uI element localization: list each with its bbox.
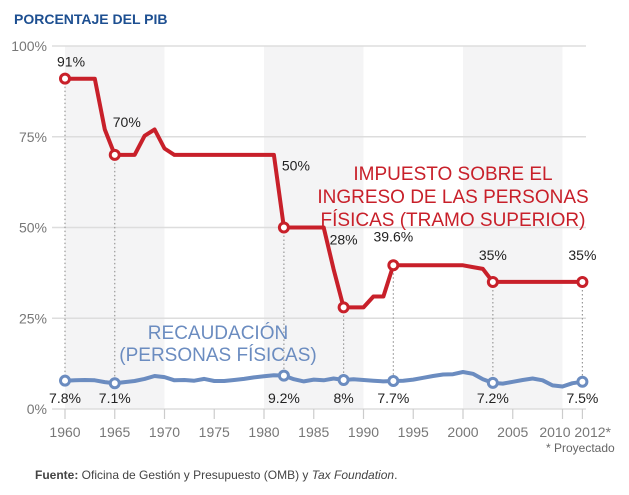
x-tick-label: 1980	[248, 424, 279, 440]
tax-rate-marker	[277, 221, 290, 234]
revenue-series-title: RECAUDACIÓN	[148, 322, 288, 344]
gridlines	[52, 45, 586, 410]
tax-rate-series-title: IMPUESTO SOBRE EL	[353, 164, 552, 185]
tax-rate-label: 70%	[113, 114, 141, 130]
y-axis-title: PORCENTAJE DEL PIB	[14, 11, 168, 27]
tax-rate-label: 28%	[330, 231, 358, 247]
y-axis: 0% 25% 50% 75% 100%	[11, 38, 47, 417]
tax-rate-marker	[108, 148, 121, 161]
revenue-marker	[337, 373, 350, 386]
tax-rate-label: 39.6%	[373, 228, 413, 244]
y-tick-label: 0%	[27, 401, 47, 417]
x-tick-label: 2010	[539, 424, 570, 440]
revenue-label: 7.7%	[377, 390, 409, 406]
revenue-marker	[387, 375, 400, 388]
tax-rate-label: 50%	[282, 158, 310, 174]
tax-rate-marker	[337, 301, 350, 314]
x-tick-label: 2000	[447, 424, 478, 440]
x-tick-label: 2005	[497, 424, 528, 440]
x-tick-label: 1985	[298, 424, 329, 440]
x-tick-label: 1995	[398, 424, 429, 440]
y-tick-label: 50%	[19, 220, 47, 236]
revenue-label: 7.2%	[477, 390, 509, 406]
revenue-label: 8%	[333, 390, 353, 406]
tax-rate-label: 35%	[479, 247, 507, 263]
x-tick-label: 1990	[348, 424, 379, 440]
revenue-series-title: (PERSONAS FÍSICAS)	[119, 345, 316, 366]
revenue-label: 7.5%	[566, 390, 598, 406]
tax-rate-marker	[387, 259, 400, 272]
x-tick-label: 2012*	[574, 424, 611, 440]
source-end: .	[394, 468, 398, 482]
tax-rate-series-title: FÍSICAS (TRAMO SUPERIOR)	[321, 210, 586, 231]
source-italic: Tax Foundation	[311, 468, 395, 482]
source-note: Fuente: Oficina de Gestión y Presupuesto…	[35, 468, 397, 482]
x-tick-label: 1960	[49, 424, 80, 440]
y-tick-label: 75%	[19, 129, 47, 145]
source-label: Fuente:	[35, 468, 79, 482]
revenue-label: 7.8%	[49, 390, 81, 406]
revenue-marker	[59, 374, 71, 387]
revenue-marker	[486, 376, 499, 389]
tax-rate-label: 91%	[57, 54, 85, 70]
revenue-marker	[576, 375, 589, 388]
series-markers	[59, 72, 589, 390]
revenue-marker	[108, 377, 121, 390]
footnote: * Proyectado	[546, 441, 615, 455]
x-axis: 1960 1965 1970 1975 1980 1985 1990 1995 2000 2005…	[49, 409, 612, 440]
x-tick-label: 1970	[149, 424, 180, 440]
revenue-marker	[277, 369, 290, 382]
y-tick-label: 100%	[11, 38, 47, 54]
x-tick-label: 1965	[99, 424, 130, 440]
tax-rate-label: 35%	[568, 247, 596, 263]
revenue-label: 7.1%	[99, 390, 131, 406]
x-tick-label: 1975	[199, 424, 230, 440]
drop-lines	[64, 78, 584, 384]
tax-rate-marker	[576, 275, 589, 288]
tax-rate-marker	[59, 72, 71, 85]
source-text: Oficina de Gestión y Presupuesto (OMB) y	[78, 468, 312, 482]
data-labels: 91% 70% 50% 28% 39.6% 35% 35% 7.8% 7.1% 9.2% 8% 7.7…	[49, 54, 598, 406]
tax-rate-marker	[486, 275, 499, 288]
y-tick-label: 25%	[19, 310, 47, 326]
revenue-label: 9.2%	[268, 390, 300, 406]
tax-rate-series-title: INGRESO DE LAS PERSONAS	[317, 187, 588, 208]
